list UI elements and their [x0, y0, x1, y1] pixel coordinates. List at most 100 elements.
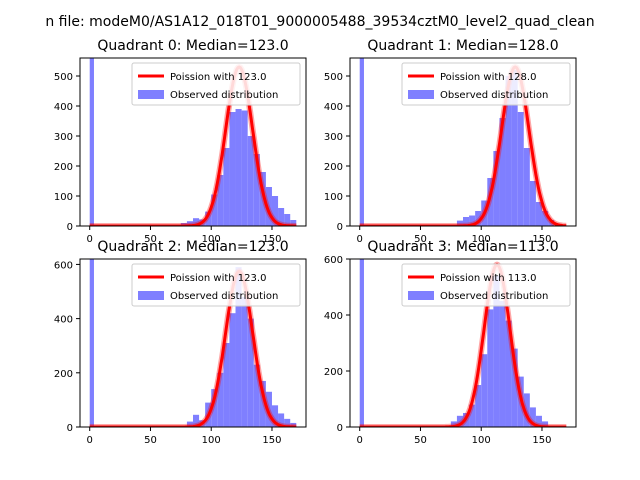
- y-tick-label: 400: [324, 102, 343, 113]
- histogram-bar: [205, 211, 212, 226]
- y-tick-label: 400: [324, 311, 343, 322]
- histogram-bar: [271, 405, 279, 427]
- legend: Poission with 113.0 Observed distribution: [401, 263, 571, 307]
- histogram-bar: [235, 109, 242, 226]
- histogram-bar: [247, 136, 254, 226]
- subplot-title: Quadrant 3: Median=113.0: [367, 239, 558, 255]
- histogram-bar: [253, 154, 260, 226]
- y-tick-label: 100: [54, 192, 73, 203]
- histogram-bar: [529, 181, 536, 226]
- histogram-bar: [487, 309, 494, 427]
- histogram-bar: [475, 385, 482, 427]
- x-tick-label: 150: [532, 234, 551, 245]
- subplot-quadrant-0: Quadrant 0: Median=123.0 0 50 100 150 0 100 200…: [54, 38, 307, 245]
- histogram-bar: [89, 259, 94, 427]
- histogram-bar: [211, 194, 218, 226]
- y-tick-label: 0: [67, 423, 73, 434]
- x-tick-label: 50: [144, 234, 157, 245]
- x-tick-label: 150: [532, 435, 551, 446]
- y-tick-label: 200: [54, 162, 73, 173]
- y-tick-label: 0: [337, 423, 343, 434]
- subplot-title: Quadrant 2: Median=123.0: [97, 239, 288, 255]
- legend-box: [131, 263, 301, 307]
- x-tick-label: 100: [202, 435, 221, 446]
- histogram-bar: [193, 218, 200, 226]
- x-tick-label: 100: [472, 234, 491, 245]
- x-tick-label: 150: [262, 234, 281, 245]
- histogram-bar: [229, 112, 236, 226]
- y-tick-label: 300: [54, 132, 73, 143]
- histogram-bar: [278, 208, 285, 226]
- histogram-bar: [290, 220, 297, 226]
- legend-patch-swatch: [408, 90, 434, 99]
- histogram-bar: [499, 118, 506, 226]
- x-tick-label: 50: [144, 435, 157, 446]
- histogram-bar: [475, 211, 482, 226]
- y-tick-label: 0: [67, 222, 73, 233]
- histogram-bar: [223, 148, 230, 226]
- histogram-bar: [535, 202, 542, 226]
- legend-label-poisson: Poission with 123.0: [170, 273, 266, 284]
- y-tick-label: 600: [324, 255, 343, 266]
- histogram-bar: [229, 313, 236, 427]
- histogram-bar: [235, 267, 242, 427]
- legend-label-hist: Observed distribution: [440, 90, 548, 101]
- histogram-bar: [284, 214, 291, 226]
- legend-patch-swatch: [408, 291, 434, 300]
- histogram-bar: [265, 187, 272, 226]
- histogram-bar: [217, 372, 224, 427]
- histogram-bar: [290, 422, 297, 427]
- histogram-bar: [505, 76, 512, 226]
- histogram-bar: [505, 320, 512, 427]
- y-tick-label: 300: [324, 132, 343, 143]
- histogram-bar: [541, 211, 549, 226]
- x-tick-label: 0: [87, 435, 93, 446]
- y-tick-label: 0: [337, 222, 343, 233]
- legend-box: [401, 263, 571, 307]
- y-tick-label: 200: [324, 367, 343, 378]
- legend-label-poisson: Poission with 128.0: [440, 72, 536, 83]
- histogram-bar: [193, 414, 200, 427]
- subplot-quadrant-1: Quadrant 1: Median=128.0 0 50 100 150 0 100 200…: [324, 38, 577, 245]
- histogram-bar: [253, 364, 260, 427]
- figure-suptitle: n file: modeM0/AS1A12_018T01_9000005488_…: [45, 14, 594, 30]
- histogram-bar: [469, 215, 476, 226]
- legend: Poission with 123.0 Observed distribution: [131, 62, 301, 106]
- histogram-bar: [284, 418, 291, 427]
- histogram-bar: [186, 221, 193, 226]
- histogram-bar: [223, 343, 230, 427]
- subplot-title: Quadrant 0: Median=123.0: [97, 38, 288, 54]
- legend-label-hist: Observed distribution: [170, 90, 278, 101]
- x-tick-label: 100: [202, 234, 221, 245]
- histogram-bar: [259, 172, 266, 226]
- histogram-bar: [278, 413, 285, 427]
- y-tick-label: 400: [54, 102, 73, 113]
- legend: Poission with 128.0 Observed distribution: [401, 62, 571, 106]
- histogram-bar: [517, 112, 524, 226]
- y-tick-label: 500: [324, 72, 343, 83]
- subplot-quadrant-2: Quadrant 2: Median=123.0 0 50 100 150 0 200 400…: [54, 239, 307, 446]
- histogram-bar: [265, 391, 272, 427]
- histogram-bar: [241, 110, 248, 226]
- axes-frame: [349, 57, 577, 227]
- legend-label-poisson: Poission with 113.0: [440, 273, 536, 284]
- histogram-bar: [456, 415, 463, 427]
- subplot-title: Quadrant 1: Median=128.0: [367, 38, 558, 54]
- x-tick-label: 0: [357, 435, 363, 446]
- x-tick-label: 150: [262, 435, 281, 446]
- y-tick-label: 200: [54, 369, 73, 380]
- histogram-bar: [89, 58, 94, 226]
- histogram-bar: [186, 421, 193, 427]
- histogram-bar: [541, 421, 549, 427]
- histogram-bar: [450, 421, 457, 427]
- legend: Poission with 123.0 Observed distribution: [131, 263, 301, 307]
- legend-label-hist: Observed distribution: [170, 291, 278, 302]
- y-tick-label: 100: [324, 192, 343, 203]
- histogram-bar: [523, 148, 530, 226]
- y-tick-label: 500: [54, 72, 73, 83]
- legend-label-hist: Observed distribution: [440, 291, 548, 302]
- histogram-bar: [211, 389, 218, 427]
- legend-patch-swatch: [138, 291, 164, 300]
- x-tick-label: 100: [472, 435, 491, 446]
